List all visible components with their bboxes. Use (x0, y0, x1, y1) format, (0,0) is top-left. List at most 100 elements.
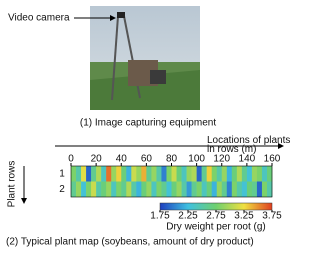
heat-cell (247, 182, 252, 198)
heat-cell (207, 166, 212, 182)
photo (90, 6, 200, 110)
heat-cell (217, 166, 222, 182)
heat-cell (172, 166, 177, 182)
heat-cell (212, 166, 217, 182)
heat-cell (101, 182, 106, 198)
x-tick-label: 160 (264, 154, 281, 165)
heat-cell (257, 166, 262, 182)
colorbar-tick-label: 2.25 (178, 211, 198, 222)
heat-cell (141, 166, 146, 182)
heat-cell (126, 182, 131, 198)
heat-cell (247, 166, 252, 182)
heat-cell (267, 182, 272, 198)
caption: (2) Typical plant map (soybeans, amount … (6, 237, 254, 248)
heat-cell (242, 166, 247, 182)
heat-cell (197, 166, 202, 182)
x-tick-label: 40 (116, 154, 128, 165)
heat-cell (86, 166, 91, 182)
heat-cell (227, 166, 232, 182)
y-axis-label: Plant rows (7, 161, 18, 208)
arrowhead (21, 198, 27, 204)
heat-cell (207, 182, 212, 198)
colorbar-tick-label: 3.25 (234, 211, 254, 222)
heat-cell (252, 166, 257, 182)
heat-cell (222, 182, 227, 198)
colorbar-tick-label: 2.75 (206, 211, 226, 222)
heat-cell (141, 182, 146, 198)
heat-cell (156, 182, 161, 198)
heat-cell (237, 166, 242, 182)
heat-cell (146, 166, 151, 182)
heat-cell (76, 182, 81, 198)
heat-cell (86, 182, 91, 198)
heat-cell (81, 182, 86, 198)
heat-cell (96, 166, 101, 182)
heat-cell (111, 166, 116, 182)
x-tick-label: 140 (239, 154, 256, 165)
x-tick-label: 80 (166, 154, 178, 165)
heat-cell (192, 182, 197, 198)
heat-cell (91, 182, 96, 198)
heat-cell (71, 182, 76, 198)
heat-cell (177, 182, 182, 198)
heat-cell (222, 166, 227, 182)
heat-cell (126, 166, 131, 182)
heat-cell (121, 166, 126, 182)
x-tick-label: 60 (141, 154, 153, 165)
heat-cell (182, 166, 187, 182)
heat-cell (166, 166, 171, 182)
heat-cell (146, 182, 151, 198)
heat-cell (116, 182, 121, 198)
colorbar (160, 203, 272, 210)
heat-cell (111, 182, 116, 198)
heat-cell (76, 166, 81, 182)
heat-cell (187, 166, 192, 182)
heat-cell (182, 182, 187, 198)
heat-cell (151, 166, 156, 182)
heat-cell (172, 182, 177, 198)
heat-cell (212, 182, 217, 198)
heat-cell (156, 166, 161, 182)
x-tick-label: 100 (188, 154, 205, 165)
heat-cell (262, 166, 267, 182)
heat-cell (202, 182, 207, 198)
x-tick-label: 120 (213, 154, 230, 165)
y-tick-label: 1 (59, 168, 65, 179)
heat-cell (242, 182, 247, 198)
heat-cell (252, 182, 257, 198)
caption: (1) Image capturing equipment (80, 118, 216, 129)
heat-cell (177, 166, 182, 182)
figure: Video camera (1) Image capturing equipme… (0, 0, 296, 253)
heat-cell (227, 182, 232, 198)
heat-cell (101, 166, 106, 182)
heat-cell (192, 166, 197, 182)
heat-cell (91, 166, 96, 182)
y-tick-label: 2 (59, 184, 65, 195)
heat-cell (232, 182, 237, 198)
colorbar-tick-label: 3.75 (262, 211, 282, 222)
heat-cell (96, 182, 101, 198)
heat-cell (232, 166, 237, 182)
x-tick-label: 20 (91, 154, 103, 165)
heat-cell (121, 182, 126, 198)
heat-cell (202, 166, 207, 182)
heat-cell (187, 182, 192, 198)
camera-label: Video camera (8, 13, 70, 24)
heat-cell (262, 182, 267, 198)
heat-cell (116, 166, 121, 182)
heat-cell (161, 166, 166, 182)
heat-cell (217, 182, 222, 198)
heat-cell (136, 166, 141, 182)
heat-cell (106, 182, 111, 198)
heat-cell (166, 182, 171, 198)
colorbar-label: Dry weight per root (g) (166, 222, 265, 233)
heat-cell (71, 166, 76, 182)
colorbar-tick-label: 1.75 (150, 211, 170, 222)
heat-cell (136, 182, 141, 198)
heat-cell (81, 166, 86, 182)
heat-cell (161, 182, 166, 198)
heat-cell (197, 182, 202, 198)
heat-cell (131, 182, 136, 198)
heat-cell (131, 166, 136, 182)
